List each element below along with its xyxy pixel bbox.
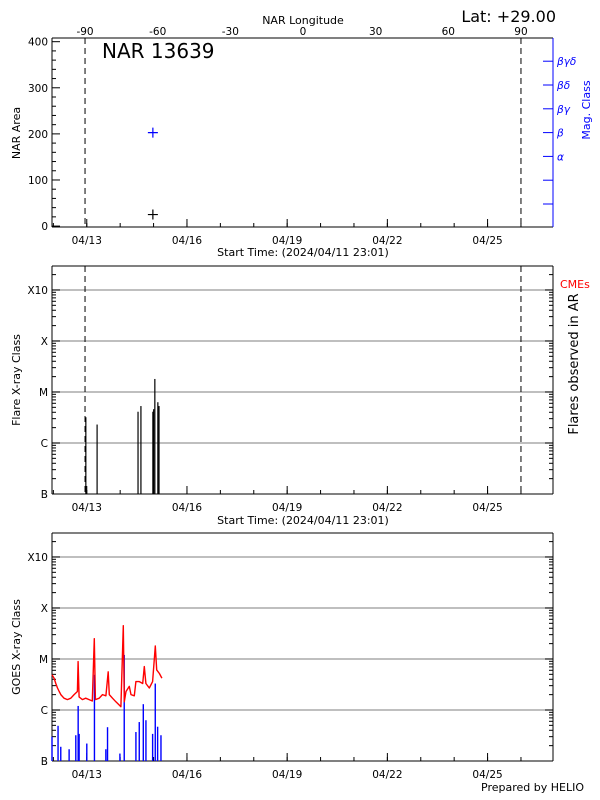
y-tick-label: 100 [28,175,48,187]
y-tick-label: X [41,336,48,348]
longitude-tick-label: 90 [514,26,527,38]
x-tick-label: 04/16 [172,502,203,514]
p1-xlabel: Start Time: (2024/04/11 23:01) [217,246,389,259]
longitude-tick-label: 60 [442,26,455,38]
goes-long-line [51,625,163,708]
y-tick-label: X10 [27,552,48,564]
prepared-by-label: Prepared by HELIO [481,781,584,794]
cme-label: CMEs [560,278,590,291]
x-tick-label: 04/22 [372,235,402,247]
mag-class-label: βγδ [556,56,576,68]
x-tick-label: 04/16 [172,769,203,781]
y-tick-label: 200 [28,129,48,141]
mag-class-label: βδ [556,80,570,92]
y-tick-label: X10 [27,285,48,297]
mag-class-label: βγ [556,104,571,116]
x-tick-label: 04/19 [272,502,302,514]
p3-ylabel: GOES X-ray Class [10,599,23,695]
x-tick-label: 04/13 [72,769,102,781]
y-tick-label: 400 [28,37,48,49]
latitude-label: Lat: +29.00 [461,7,556,26]
y-tick-label: B [41,756,48,768]
y-tick-label: C [41,705,48,717]
p1-y2label: Mag. Class [580,80,593,139]
x-tick-label: 04/16 [172,235,203,247]
p2-xlabel: Start Time: (2024/04/11 23:01) [217,514,389,527]
x-tick-label: 04/25 [472,502,502,514]
x-tick-label: 04/22 [372,769,402,781]
longitude-tick-label: -90 [76,26,93,38]
longitude-tick-label: -30 [222,26,239,38]
longitude-axis-title: NAR Longitude [262,14,344,27]
longitude-tick-label: -60 [149,26,166,38]
x-tick-label: 04/19 [272,235,302,247]
mag-class-point-marker [147,127,158,138]
area-point-marker [147,209,158,220]
mag-class-label: α [557,151,564,163]
y-tick-label: 0 [41,221,48,233]
y-tick-label: M [39,387,48,399]
x-tick-label: 04/13 [72,235,102,247]
x-tick-label: 04/19 [272,769,302,781]
y-tick-label: X [41,603,48,615]
p2-ylabel: Flare X-ray Class [10,334,23,426]
y-tick-label: M [39,654,48,666]
y-tick-label: 300 [28,83,48,95]
region-title: NAR 13639 [102,39,215,63]
longitude-tick-label: 0 [300,26,307,38]
x-tick-label: 04/13 [72,502,102,514]
x-tick-label: 04/25 [472,769,502,781]
x-tick-label: 04/22 [372,502,402,514]
p2-y2label: Flares observed in AR [567,293,582,434]
mag-class-label: β [556,128,564,140]
longitude-tick-label: 30 [369,26,382,38]
y-tick-label: B [41,489,48,501]
p1-ylabel: NAR Area [10,107,23,159]
y-tick-label: C [41,438,48,450]
x-tick-label: 04/25 [472,235,502,247]
